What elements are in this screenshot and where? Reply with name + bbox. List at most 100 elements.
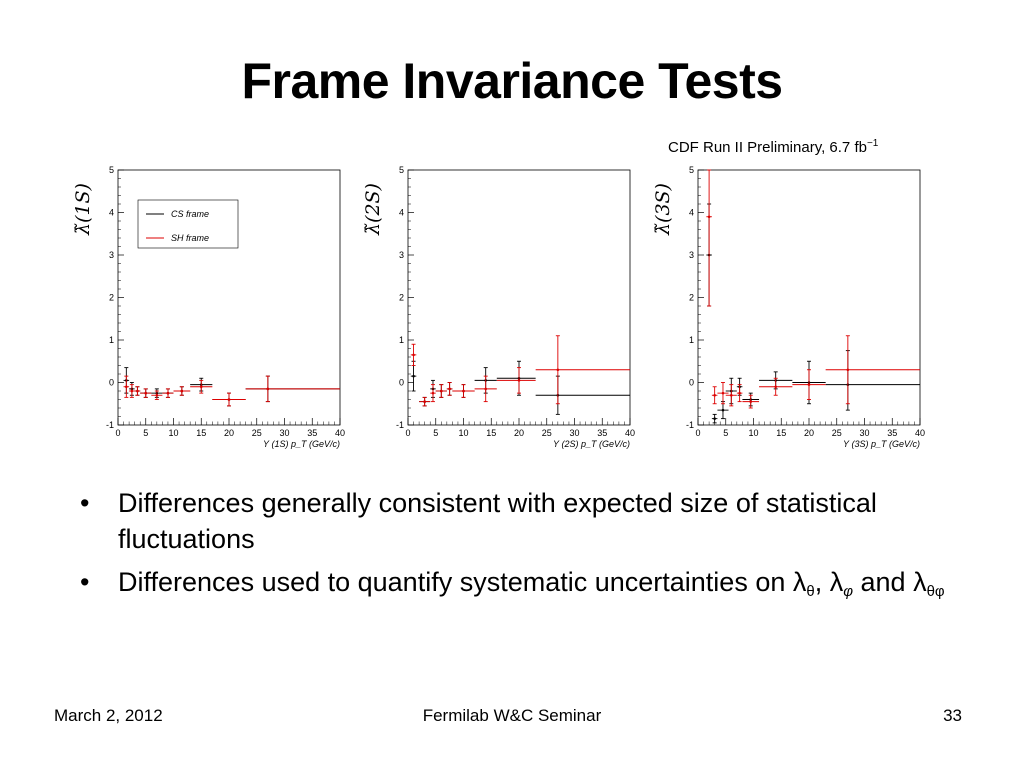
x-tick-label: 35 [887, 428, 897, 438]
data-marker [199, 385, 203, 389]
sh-frame-point [535, 335, 630, 405]
x-tick-label: 10 [748, 428, 758, 438]
y-tick-label: 4 [689, 208, 694, 218]
x-tick-label: 15 [776, 428, 786, 438]
x-tick-label: 15 [196, 428, 206, 438]
y-tick-label: 0 [399, 378, 404, 388]
sh-frame-point [825, 335, 920, 405]
bullet-list: • Differences generally consistent with e… [80, 486, 960, 610]
bullet-text: Differences used to quantify systematic … [118, 567, 793, 598]
y-tick-label: -1 [106, 420, 114, 430]
x-tick-label: 35 [307, 428, 317, 438]
x-tick-label: 30 [859, 428, 869, 438]
sh-frame-point [245, 375, 340, 403]
lambda-theta-subscript: θ [806, 583, 815, 601]
data-marker [721, 408, 725, 412]
sh-frame-point [123, 375, 130, 398]
sh-frame-point [792, 369, 826, 400]
data-marker [738, 391, 741, 395]
sh-frame-point [190, 379, 213, 394]
footer-date: March 2, 2012 [54, 706, 163, 725]
sh-frame-point [435, 384, 447, 398]
y-tick-label: 4 [399, 208, 404, 218]
x-tick-label: 40 [915, 428, 925, 438]
x-tick-label: 5 [143, 428, 148, 438]
x-tick-label: 30 [279, 428, 289, 438]
sh-frame-point [736, 384, 743, 403]
x-tick-label: 25 [542, 428, 552, 438]
x-tick-label: 0 [695, 428, 700, 438]
data-marker [166, 391, 170, 395]
y-tick-label: 2 [399, 293, 404, 303]
y-tick-label: 2 [109, 293, 114, 303]
sh-frame-point [725, 384, 737, 407]
sh-frame-point [410, 343, 417, 366]
bullet-dot: • [80, 567, 90, 598]
data-marker [266, 387, 270, 391]
x-tick-label: 25 [252, 428, 262, 438]
x-tick-label: 20 [514, 428, 524, 438]
bullet-separator: , [814, 567, 830, 598]
legend-entry: CS frame [171, 209, 209, 219]
data-marker [484, 387, 487, 391]
x-tick-label: 5 [433, 428, 438, 438]
sh-frame-point [711, 386, 718, 405]
preliminary-label: CDF Run II Preliminary, 6.7 fb−1 [668, 138, 878, 156]
x-tick-label: 40 [625, 428, 635, 438]
lambda-thetaphi-symbol: λ [913, 567, 927, 598]
data-marker [462, 389, 465, 393]
sh-frame-point [212, 392, 246, 407]
x-tick-label: 30 [569, 428, 579, 438]
data-marker [440, 389, 443, 393]
y-tick-label: 3 [399, 250, 404, 260]
sh-frame-point [474, 375, 497, 403]
y-tick-label: 4 [109, 208, 114, 218]
x-axis-label: Υ (1S) p_T (GeV/c) [263, 439, 340, 449]
data-marker [517, 379, 521, 382]
x-tick-label: 10 [168, 428, 178, 438]
data-marker [155, 393, 159, 397]
data-marker [556, 368, 560, 372]
sh-frame-point [162, 388, 174, 398]
x-tick-label: 15 [486, 428, 496, 438]
y-tick-label: 0 [109, 378, 114, 388]
bullet-text: Differences generally consistent with ex… [118, 488, 877, 554]
cs-frame-point [410, 360, 417, 392]
data-marker [749, 400, 753, 403]
bullet-separator: and [853, 567, 914, 598]
footer-page-number: 33 [943, 706, 962, 725]
cs-frame-point [717, 401, 729, 420]
y-tick-label: 1 [399, 335, 404, 345]
lambda-phi-symbol: λ [829, 567, 844, 598]
legend-entry: SH frame [171, 233, 209, 243]
sh-frame-point [151, 390, 163, 400]
bullet-dot: • [80, 488, 90, 518]
bullet-item: • Differences generally consistent with e… [80, 486, 960, 557]
y-tick-label: 1 [689, 335, 694, 345]
y-tick-label: -1 [686, 420, 694, 430]
lambda-thetaphi-subscript: θφ [926, 583, 945, 601]
x-tick-label: 40 [335, 428, 345, 438]
sh-frame-point [134, 386, 141, 396]
x-axis-label: Υ (2S) p_T (GeV/c) [553, 439, 630, 449]
sh-frame-point [419, 396, 431, 407]
y-tick-label: 3 [109, 250, 114, 260]
data-marker [130, 389, 134, 393]
sh-frame-point [452, 384, 475, 398]
x-tick-label: 0 [115, 428, 120, 438]
bullet-item: • Differences used to quantify systematic… [80, 565, 960, 602]
data-marker [423, 400, 426, 403]
sh-frame-point [446, 382, 453, 396]
x-axis-label: Υ (3S) p_T (GeV/c) [843, 439, 920, 449]
y-tick-label: 5 [689, 165, 694, 175]
x-tick-label: 0 [405, 428, 410, 438]
preliminary-text: CDF Run II Preliminary, 6.7 fb [668, 139, 867, 156]
data-marker [431, 391, 435, 395]
x-tick-label: 20 [224, 428, 234, 438]
y-tick-label: 1 [109, 335, 114, 345]
data-marker [227, 398, 231, 401]
slide-title: Frame Invariance Tests [241, 53, 783, 109]
sh-frame-point [140, 388, 152, 398]
